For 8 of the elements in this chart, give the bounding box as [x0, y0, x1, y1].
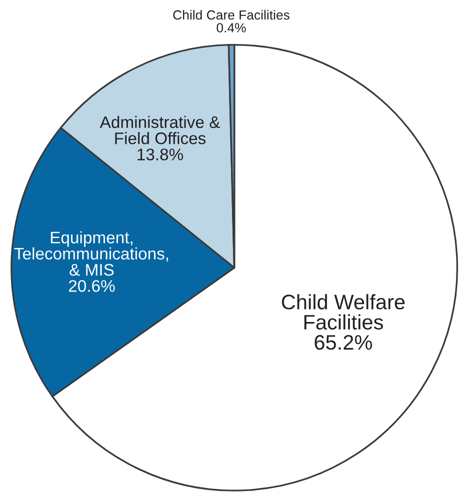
slice-label: Child Welfare Facilities [282, 294, 405, 330]
data-label: 20.6% [68, 280, 115, 292]
slice-label: Administrative & Field Offices [100, 116, 220, 144]
data-label: 65.2% [314, 335, 372, 350]
data-label: 0.4% [216, 23, 246, 32]
slice-label: Equipment, Telecommunications, & MIS [14, 231, 168, 276]
data-label: 13.8% [138, 148, 184, 160]
slice-label: Child Care Facilities [173, 10, 290, 20]
